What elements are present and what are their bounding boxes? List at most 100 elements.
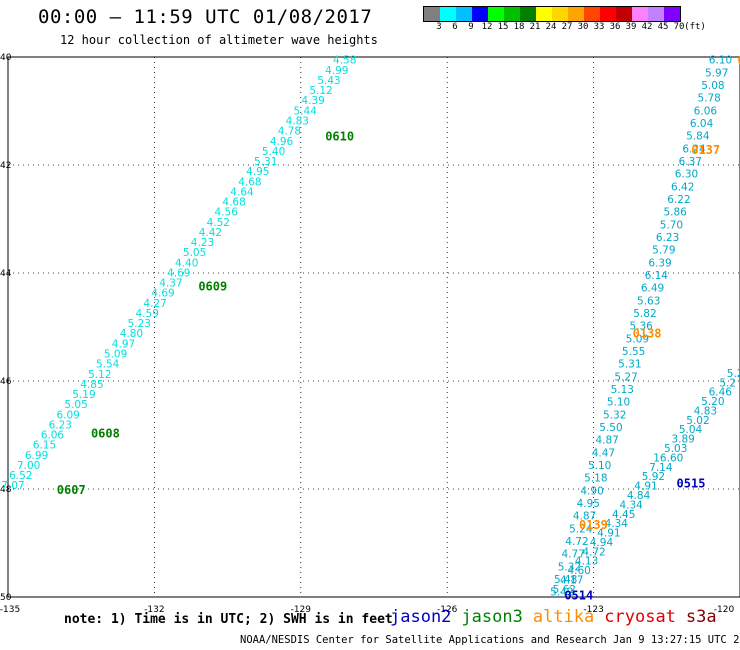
color-swatch: [536, 7, 552, 21]
wave-height-value: 4.60: [567, 565, 590, 577]
wave-height-value: 5.55: [622, 346, 645, 358]
legend-item-altika: altika: [532, 607, 595, 627]
wave-height-value: 4.95: [577, 498, 600, 510]
wave-height-value: 4.40: [175, 257, 198, 269]
wave-height-value: 4.78: [278, 126, 301, 138]
color-scale-label: 12: [481, 22, 493, 32]
wave-height-value: 4.69: [167, 267, 190, 279]
pass-time-label: 0514: [564, 588, 593, 602]
legend-item-cryosat: cryosat: [604, 607, 676, 627]
wave-height-value: 5.54: [96, 359, 120, 371]
wave-height-value: 5.63: [637, 295, 660, 307]
color-swatch: [584, 7, 600, 21]
wave-height-value: 4.85: [80, 379, 103, 391]
wave-height-value: 6.39: [648, 257, 671, 269]
map-grid: [8, 57, 740, 597]
wave-height-value: 5.43: [317, 75, 340, 87]
wave-height-value: 5.84: [686, 131, 710, 143]
wave-height-value: 4.83: [286, 115, 309, 127]
wave-height-value: 5.42: [550, 587, 573, 599]
wave-height-value: 6.09: [56, 409, 79, 421]
color-swatch: [472, 7, 488, 21]
wave-height-value: 5.92: [642, 471, 665, 483]
longitude-tick-label: -126: [437, 605, 458, 615]
wave-height-value: 5.78: [697, 93, 720, 105]
color-scale-label: (ft): [684, 22, 706, 32]
color-swatch: [552, 7, 568, 21]
wave-height-value: 5.31: [618, 359, 641, 371]
wave-height-value: 4.83: [694, 405, 717, 417]
wave-height-value: 4.95: [246, 166, 269, 178]
legend-item-s3a: s3a: [685, 607, 717, 627]
wave-height-value: 4.87: [573, 511, 596, 523]
wave-height-value: 6.99: [25, 450, 48, 462]
color-scale-label: 70: [673, 22, 685, 32]
wave-height-value: 4.68: [222, 197, 245, 209]
wave-height-value: 4.68: [238, 176, 261, 188]
wave-height-value: 5.09: [626, 333, 649, 345]
color-swatch: [424, 7, 440, 21]
map-title: 00:00 – 11:59 UTC 01/08/2017: [38, 6, 373, 28]
color-swatch: [664, 7, 680, 21]
pass-time-label: 0607: [57, 483, 86, 497]
longitude-tick-label: -120: [714, 605, 735, 615]
wave-height-value: 5.86: [663, 207, 687, 219]
wave-height-value: 5.10: [588, 460, 611, 472]
color-scale-label: 33: [593, 22, 605, 32]
wave-height-value: 5.02: [686, 415, 709, 427]
satellite-tracks: 4.584.995.435.124.395.444.834.784.965.40…: [1, 55, 740, 599]
latitude-tick-label: 40: [0, 53, 12, 63]
color-scale-bar: [423, 6, 681, 22]
wave-height-value: 4.64: [230, 186, 254, 198]
wave-height-value: 5.20: [701, 396, 724, 408]
wave-height-value: 4.47: [592, 447, 615, 459]
wave-height-value: 6.24: [682, 143, 706, 155]
pass-time-label: 01: [738, 54, 740, 68]
color-swatch: [632, 7, 648, 21]
pass-time-label: 0515: [677, 477, 706, 491]
latitude-tick-label: 44: [0, 269, 12, 279]
color-scale-label: 9: [468, 22, 474, 32]
latitude-tick-label: 42: [0, 161, 11, 171]
wave-height-value: 6.52: [9, 470, 32, 482]
pass-time-label: 0609: [198, 279, 227, 293]
wave-height-value: 5.31: [254, 156, 277, 168]
wave-height-value: 4.27: [143, 298, 166, 310]
wave-height-value: 4.52: [207, 217, 230, 229]
wave-height-value: 3.89: [671, 434, 694, 446]
wave-height-value: 4.84: [627, 490, 651, 502]
wave-height-value: 5.10: [607, 397, 630, 409]
wave-height-value: 5.50: [599, 422, 622, 434]
legend-item-jason2: jason2: [390, 607, 452, 627]
wave-height-value: 6.30: [675, 169, 698, 181]
pass-time-label: 0610: [325, 129, 354, 143]
wave-height-value: 5.09: [104, 349, 127, 361]
color-scale-label: 30: [577, 22, 589, 32]
wave-height-value: 5.23: [128, 318, 151, 330]
wave-height-value: 5.18: [584, 473, 607, 485]
latitude-tick-label: 50: [0, 593, 12, 603]
wave-height-value: 5.40: [262, 146, 285, 158]
wave-height-value: 5.27: [614, 371, 637, 383]
longitude-tick-label: -123: [583, 605, 603, 615]
color-swatch: [600, 7, 616, 21]
longitude-tick-label: -132: [144, 605, 164, 615]
wave-height-value: 7.14: [649, 462, 673, 474]
pass-time-label: 0138: [633, 326, 662, 340]
wave-height-value: 4.80: [120, 328, 143, 340]
longitude-tick-label: -129: [291, 605, 312, 615]
latitude-tick-label: 46: [0, 377, 12, 387]
wave-height-value: 6.22: [667, 194, 690, 206]
wave-height-value: 5.12: [309, 85, 332, 97]
wave-height-value: 5.04: [679, 424, 703, 436]
wave-height-value: 4.39: [301, 95, 324, 107]
wave-height-value: 5.05: [183, 247, 206, 259]
wave-height-value: 4.91: [597, 528, 620, 540]
wave-height-value: 6.10: [709, 55, 732, 67]
color-swatch: [488, 7, 504, 21]
map-subtitle: 12 hour collection of altimeter wave hei…: [60, 33, 378, 47]
wave-height-value: 6.06: [694, 105, 718, 117]
wave-height-value: 4.77: [562, 549, 585, 561]
latitude-tick-label: 48: [0, 485, 12, 495]
color-swatch: [616, 7, 632, 21]
